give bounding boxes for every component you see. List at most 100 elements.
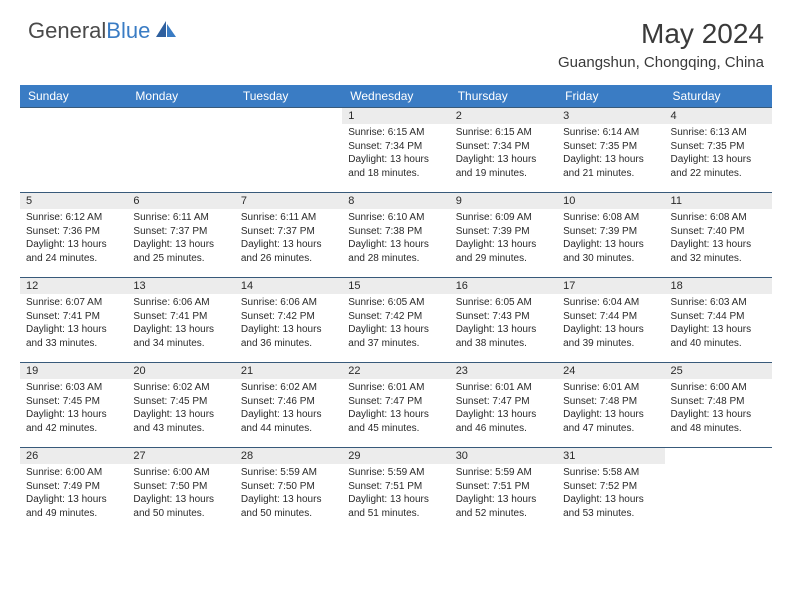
day-line: and 33 minutes. bbox=[26, 337, 121, 351]
day-line: Daylight: 13 hours bbox=[456, 323, 551, 337]
day-line: Daylight: 13 hours bbox=[563, 153, 658, 167]
day-line: Sunrise: 6:07 AM bbox=[26, 296, 121, 310]
day-line: and 40 minutes. bbox=[671, 337, 766, 351]
day-cell: 29Sunrise: 5:59 AMSunset: 7:51 PMDayligh… bbox=[342, 448, 449, 533]
logo-text: GeneralBlue bbox=[28, 18, 150, 44]
day-line: and 50 minutes. bbox=[241, 507, 336, 521]
day-content: Sunrise: 6:14 AMSunset: 7:35 PMDaylight:… bbox=[557, 124, 664, 184]
day-line: Daylight: 13 hours bbox=[26, 323, 121, 337]
day-line: Sunrise: 6:14 AM bbox=[563, 126, 658, 140]
day-cell bbox=[127, 108, 234, 193]
day-content: Sunrise: 6:01 AMSunset: 7:47 PMDaylight:… bbox=[342, 379, 449, 439]
day-line: Sunset: 7:49 PM bbox=[26, 480, 121, 494]
day-line: Daylight: 13 hours bbox=[26, 238, 121, 252]
day-line: Daylight: 13 hours bbox=[348, 238, 443, 252]
day-line: Daylight: 13 hours bbox=[348, 493, 443, 507]
day-line: Sunrise: 6:00 AM bbox=[26, 466, 121, 480]
logo: GeneralBlue bbox=[28, 18, 178, 44]
day-cell: 30Sunrise: 5:59 AMSunset: 7:51 PMDayligh… bbox=[450, 448, 557, 533]
day-line: and 19 minutes. bbox=[456, 167, 551, 181]
day-number: 31 bbox=[557, 448, 664, 464]
day-cell: 2Sunrise: 6:15 AMSunset: 7:34 PMDaylight… bbox=[450, 108, 557, 193]
day-content bbox=[665, 452, 772, 458]
day-line: Daylight: 13 hours bbox=[348, 323, 443, 337]
day-line: Sunset: 7:47 PM bbox=[456, 395, 551, 409]
day-line: Sunset: 7:44 PM bbox=[563, 310, 658, 324]
day-cell bbox=[665, 448, 772, 533]
day-content bbox=[235, 112, 342, 118]
day-number: 22 bbox=[342, 363, 449, 379]
day-content: Sunrise: 6:08 AMSunset: 7:39 PMDaylight:… bbox=[557, 209, 664, 269]
logo-part1: General bbox=[28, 18, 106, 43]
day-line: and 29 minutes. bbox=[456, 252, 551, 266]
day-number: 12 bbox=[20, 278, 127, 294]
day-line: Daylight: 13 hours bbox=[241, 238, 336, 252]
day-line: Sunset: 7:48 PM bbox=[671, 395, 766, 409]
day-number: 1 bbox=[342, 108, 449, 124]
day-content: Sunrise: 6:09 AMSunset: 7:39 PMDaylight:… bbox=[450, 209, 557, 269]
day-number: 30 bbox=[450, 448, 557, 464]
day-line: Sunrise: 6:11 AM bbox=[133, 211, 228, 225]
day-content: Sunrise: 6:02 AMSunset: 7:45 PMDaylight:… bbox=[127, 379, 234, 439]
day-line: and 25 minutes. bbox=[133, 252, 228, 266]
day-line: and 42 minutes. bbox=[26, 422, 121, 436]
day-line: Sunrise: 6:09 AM bbox=[456, 211, 551, 225]
day-line: Sunset: 7:52 PM bbox=[563, 480, 658, 494]
day-line: Sunset: 7:51 PM bbox=[456, 480, 551, 494]
day-line: Sunrise: 6:11 AM bbox=[241, 211, 336, 225]
day-cell: 19Sunrise: 6:03 AMSunset: 7:45 PMDayligh… bbox=[20, 363, 127, 448]
day-line: Sunset: 7:42 PM bbox=[241, 310, 336, 324]
day-line: Sunrise: 6:02 AM bbox=[241, 381, 336, 395]
day-content: Sunrise: 6:07 AMSunset: 7:41 PMDaylight:… bbox=[20, 294, 127, 354]
day-line: Sunset: 7:46 PM bbox=[241, 395, 336, 409]
day-content: Sunrise: 6:12 AMSunset: 7:36 PMDaylight:… bbox=[20, 209, 127, 269]
day-header-row: SundayMondayTuesdayWednesdayThursdayFrid… bbox=[20, 85, 772, 108]
day-cell bbox=[20, 108, 127, 193]
day-line: Sunset: 7:40 PM bbox=[671, 225, 766, 239]
day-number: 7 bbox=[235, 193, 342, 209]
day-line: Sunrise: 5:58 AM bbox=[563, 466, 658, 480]
week-row: 12Sunrise: 6:07 AMSunset: 7:41 PMDayligh… bbox=[20, 278, 772, 363]
day-content: Sunrise: 6:01 AMSunset: 7:47 PMDaylight:… bbox=[450, 379, 557, 439]
day-content: Sunrise: 6:03 AMSunset: 7:44 PMDaylight:… bbox=[665, 294, 772, 354]
day-content: Sunrise: 5:59 AMSunset: 7:51 PMDaylight:… bbox=[450, 464, 557, 524]
day-line: Sunrise: 6:01 AM bbox=[563, 381, 658, 395]
day-number: 5 bbox=[20, 193, 127, 209]
day-line: Sunset: 7:35 PM bbox=[563, 140, 658, 154]
day-line: Sunset: 7:39 PM bbox=[563, 225, 658, 239]
day-number: 18 bbox=[665, 278, 772, 294]
day-line: Sunrise: 6:15 AM bbox=[348, 126, 443, 140]
day-content: Sunrise: 6:03 AMSunset: 7:45 PMDaylight:… bbox=[20, 379, 127, 439]
day-line: and 30 minutes. bbox=[563, 252, 658, 266]
day-line: Daylight: 13 hours bbox=[456, 153, 551, 167]
week-row: 19Sunrise: 6:03 AMSunset: 7:45 PMDayligh… bbox=[20, 363, 772, 448]
day-line: Daylight: 13 hours bbox=[241, 493, 336, 507]
day-content: Sunrise: 6:00 AMSunset: 7:48 PMDaylight:… bbox=[665, 379, 772, 439]
day-line: Sunrise: 6:04 AM bbox=[563, 296, 658, 310]
day-line: and 46 minutes. bbox=[456, 422, 551, 436]
day-cell: 6Sunrise: 6:11 AMSunset: 7:37 PMDaylight… bbox=[127, 193, 234, 278]
day-line: and 45 minutes. bbox=[348, 422, 443, 436]
day-line: Daylight: 13 hours bbox=[671, 238, 766, 252]
day-content: Sunrise: 6:13 AMSunset: 7:35 PMDaylight:… bbox=[665, 124, 772, 184]
day-cell: 3Sunrise: 6:14 AMSunset: 7:35 PMDaylight… bbox=[557, 108, 664, 193]
day-cell: 24Sunrise: 6:01 AMSunset: 7:48 PMDayligh… bbox=[557, 363, 664, 448]
day-line: Sunrise: 6:12 AM bbox=[26, 211, 121, 225]
day-cell: 18Sunrise: 6:03 AMSunset: 7:44 PMDayligh… bbox=[665, 278, 772, 363]
day-line: Daylight: 13 hours bbox=[671, 408, 766, 422]
day-cell: 23Sunrise: 6:01 AMSunset: 7:47 PMDayligh… bbox=[450, 363, 557, 448]
day-content: Sunrise: 6:01 AMSunset: 7:48 PMDaylight:… bbox=[557, 379, 664, 439]
day-cell: 13Sunrise: 6:06 AMSunset: 7:41 PMDayligh… bbox=[127, 278, 234, 363]
day-line: Sunset: 7:44 PM bbox=[671, 310, 766, 324]
day-line: and 48 minutes. bbox=[671, 422, 766, 436]
day-cell: 10Sunrise: 6:08 AMSunset: 7:39 PMDayligh… bbox=[557, 193, 664, 278]
day-line: Sunrise: 6:02 AM bbox=[133, 381, 228, 395]
day-header: Saturday bbox=[665, 85, 772, 108]
day-line: Daylight: 13 hours bbox=[563, 238, 658, 252]
day-line: and 18 minutes. bbox=[348, 167, 443, 181]
day-content: Sunrise: 6:10 AMSunset: 7:38 PMDaylight:… bbox=[342, 209, 449, 269]
day-line: and 37 minutes. bbox=[348, 337, 443, 351]
day-line: Daylight: 13 hours bbox=[563, 493, 658, 507]
day-line: Sunrise: 6:08 AM bbox=[563, 211, 658, 225]
day-content: Sunrise: 6:05 AMSunset: 7:42 PMDaylight:… bbox=[342, 294, 449, 354]
